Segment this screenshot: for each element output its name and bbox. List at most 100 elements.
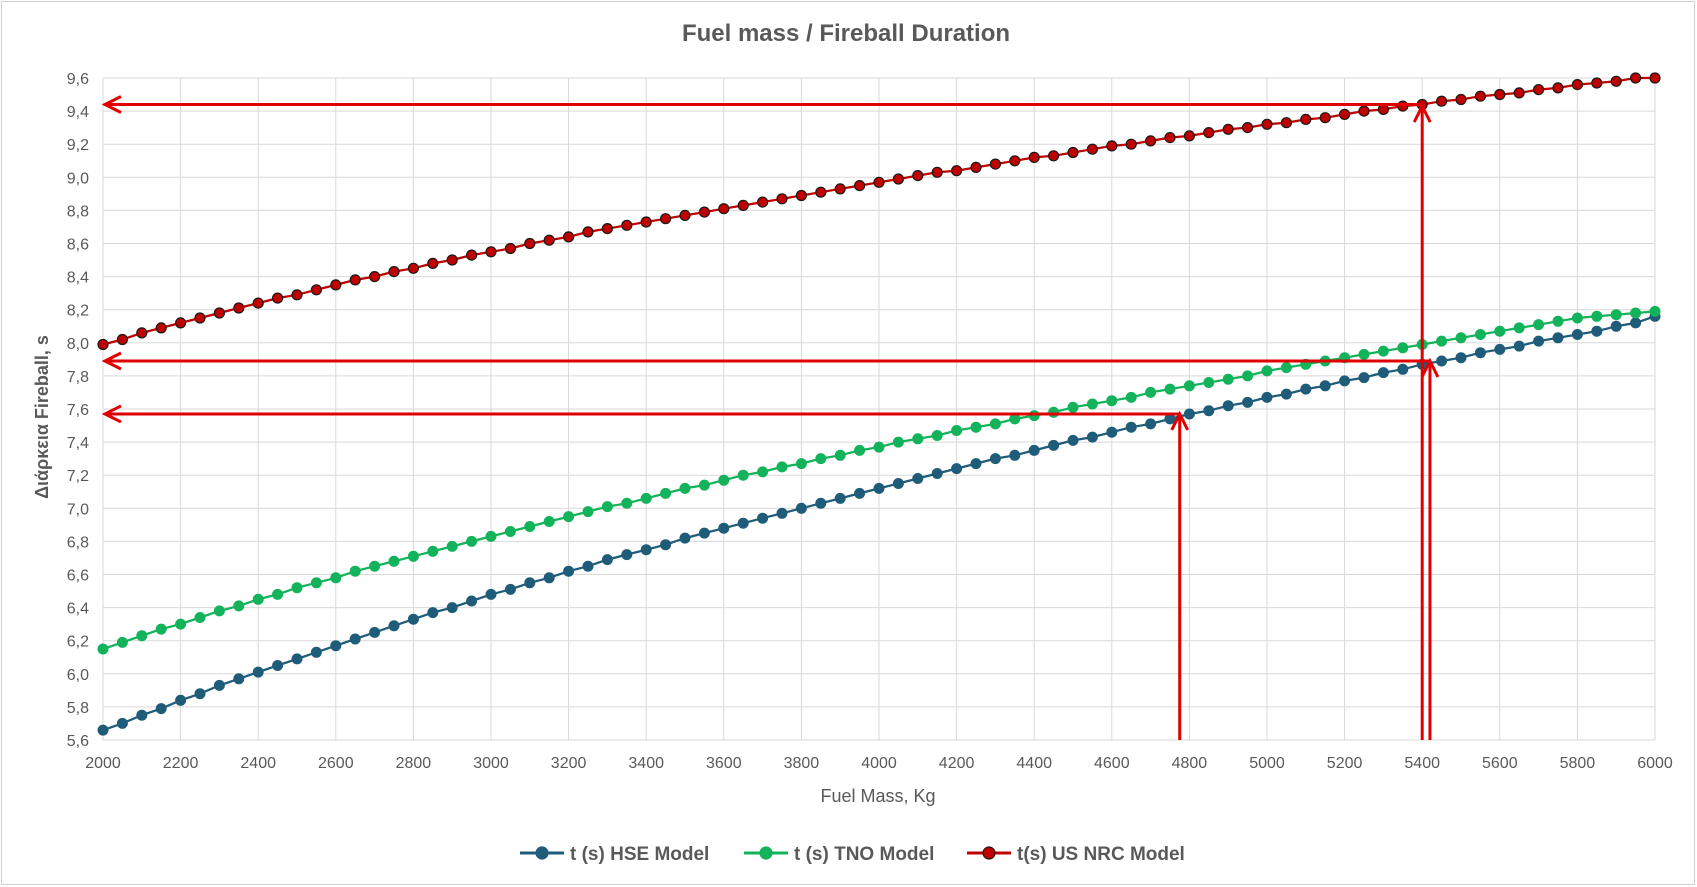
x-tick-label: 6000 xyxy=(1637,755,1673,772)
data-point xyxy=(1164,383,1176,395)
series-layer xyxy=(97,72,1661,736)
data-point xyxy=(776,193,788,205)
data-point xyxy=(1183,408,1195,420)
data-point xyxy=(679,209,691,221)
data-point xyxy=(718,203,730,215)
data-point xyxy=(640,492,652,504)
data-point xyxy=(1145,418,1157,430)
legend-label: t (s) HSE Model xyxy=(570,844,709,865)
gridlines xyxy=(102,77,1656,741)
legend-item: t (s) HSE Model xyxy=(520,844,709,865)
x-tick-labels: 2000 2200 2400 2600 2800 3000 3200 3400 3600 3800… xyxy=(85,755,1673,772)
data-point xyxy=(175,694,187,706)
data-point xyxy=(427,545,439,557)
y-tick-label: 7,2 xyxy=(67,468,89,485)
data-point xyxy=(310,577,322,589)
data-point xyxy=(1145,386,1157,398)
data-point xyxy=(1435,95,1448,107)
data-point xyxy=(97,338,109,351)
data-point xyxy=(194,688,206,700)
data-point xyxy=(310,284,322,296)
x-tick-label: 3400 xyxy=(628,755,664,772)
data-point xyxy=(659,213,672,225)
arrow-head xyxy=(101,404,122,424)
data-point xyxy=(1571,78,1584,91)
data-point xyxy=(252,593,264,605)
data-point xyxy=(369,626,381,638)
data-point xyxy=(892,173,905,185)
data-point xyxy=(562,231,575,243)
data-point xyxy=(1591,325,1603,337)
data-point xyxy=(349,274,361,286)
legend-swatch-marker xyxy=(535,846,549,860)
data-point xyxy=(1436,355,1448,367)
data-point xyxy=(563,565,575,577)
data-point xyxy=(815,497,827,509)
data-point xyxy=(854,487,866,499)
data-point xyxy=(1397,342,1409,354)
data-point xyxy=(1222,123,1234,135)
data-point xyxy=(1125,391,1137,403)
data-point xyxy=(1649,305,1661,317)
data-point xyxy=(621,497,633,509)
data-point xyxy=(291,653,303,665)
data-point xyxy=(233,673,245,685)
y-tick-label: 8,0 xyxy=(67,336,89,353)
data-point xyxy=(1513,87,1525,99)
data-point xyxy=(912,170,924,182)
data-point xyxy=(1455,332,1467,344)
data-point xyxy=(951,425,963,436)
y-tick-label: 7,8 xyxy=(67,369,89,386)
data-point xyxy=(116,636,128,648)
data-point xyxy=(757,466,769,478)
data-point xyxy=(233,302,245,314)
y-tick-label: 8,6 xyxy=(67,237,89,254)
data-point xyxy=(427,257,439,269)
data-point xyxy=(1397,363,1409,375)
data-point xyxy=(524,237,536,250)
data-point xyxy=(194,612,206,623)
legend-label: t(s) US NRC Model xyxy=(1017,844,1185,865)
data-point xyxy=(446,540,458,552)
y-tick-label: 9,6 xyxy=(67,71,89,88)
data-point xyxy=(504,526,516,537)
data-point xyxy=(485,246,497,258)
data-point xyxy=(1513,340,1525,352)
data-point xyxy=(815,453,827,465)
data-point xyxy=(1009,155,1021,167)
data-point xyxy=(718,474,730,486)
data-point xyxy=(679,532,691,544)
y-tick-label: 6,4 xyxy=(67,601,89,618)
data-point xyxy=(524,577,536,589)
data-point xyxy=(1591,77,1603,89)
data-point xyxy=(1241,121,1254,134)
data-point xyxy=(116,333,129,346)
data-point xyxy=(388,266,400,278)
data-point xyxy=(1203,405,1215,417)
data-point xyxy=(1552,332,1564,344)
data-point xyxy=(1377,345,1389,357)
data-point xyxy=(330,279,342,291)
data-point xyxy=(1494,88,1506,101)
data-point xyxy=(369,560,381,572)
data-point xyxy=(252,297,264,309)
data-point xyxy=(1242,370,1254,382)
arrow-head xyxy=(1412,102,1432,123)
arrow-head xyxy=(101,95,122,114)
data-point xyxy=(116,717,128,729)
data-point xyxy=(660,539,672,551)
data-point xyxy=(640,216,652,228)
data-point xyxy=(1261,118,1273,130)
y-tick-label: 7,0 xyxy=(67,501,89,518)
y-tick-label: 6,0 xyxy=(67,667,89,684)
y-tick-label: 9,0 xyxy=(67,170,89,187)
data-point xyxy=(504,583,516,595)
x-tick-label: 4000 xyxy=(861,755,897,772)
data-point xyxy=(1222,373,1234,385)
data-point xyxy=(233,600,245,612)
data-point xyxy=(1242,396,1254,408)
data-point xyxy=(330,640,342,652)
data-point xyxy=(1183,380,1195,392)
data-point xyxy=(272,588,284,600)
